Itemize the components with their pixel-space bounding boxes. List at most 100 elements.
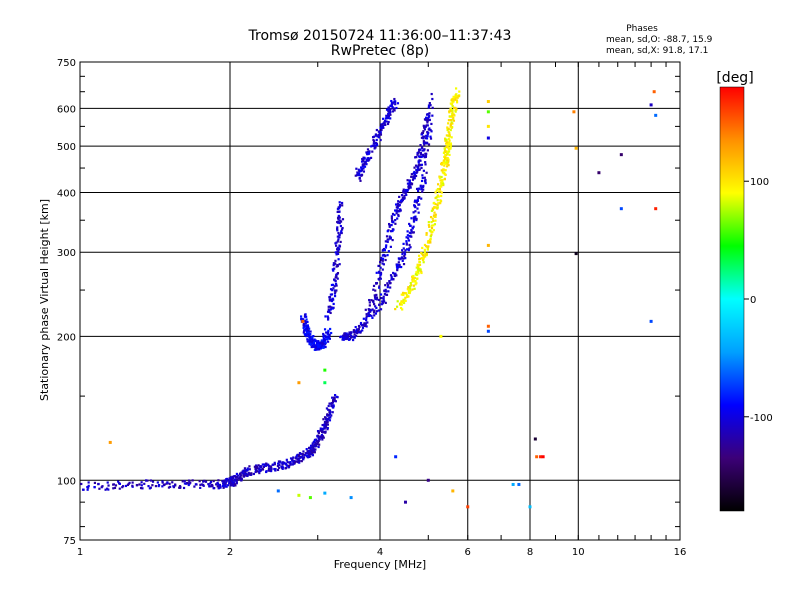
data-point xyxy=(328,337,332,340)
data-point xyxy=(310,338,314,341)
data-point xyxy=(394,103,397,106)
data-point xyxy=(406,182,410,185)
data-point xyxy=(199,486,202,489)
data-point xyxy=(359,323,363,326)
data-point xyxy=(449,142,452,145)
data-point xyxy=(326,331,329,334)
data-point xyxy=(422,154,425,158)
data-point xyxy=(436,206,439,209)
data-point xyxy=(445,141,449,144)
data-point xyxy=(401,249,404,252)
data-point xyxy=(397,200,400,203)
data-point xyxy=(366,153,369,156)
data-point xyxy=(373,296,377,299)
data-point xyxy=(307,455,311,459)
data-point xyxy=(229,478,232,482)
data-point xyxy=(371,144,374,147)
data-point xyxy=(375,310,379,313)
data-point xyxy=(259,469,262,472)
data-point xyxy=(299,456,302,459)
data-point xyxy=(408,224,412,227)
data-point xyxy=(416,263,419,267)
data-point xyxy=(451,98,455,101)
data-point xyxy=(372,284,376,287)
data-point xyxy=(337,206,340,209)
data-point xyxy=(450,115,453,118)
data-point xyxy=(418,196,421,199)
data-point xyxy=(311,449,314,453)
data-point xyxy=(265,462,268,465)
data-point xyxy=(317,340,320,343)
data-point xyxy=(149,479,153,482)
data-point xyxy=(445,134,448,137)
data-point xyxy=(379,274,382,277)
data-point xyxy=(317,445,320,449)
data-point xyxy=(426,241,430,244)
data-point xyxy=(108,440,112,444)
data-point xyxy=(293,461,296,464)
data-point xyxy=(486,100,490,104)
data-point xyxy=(408,287,412,290)
data-point xyxy=(330,414,333,417)
data-point xyxy=(446,152,449,155)
data-point xyxy=(386,254,389,257)
data-point xyxy=(331,307,334,310)
data-point xyxy=(417,155,420,158)
data-point xyxy=(450,136,453,139)
data-point xyxy=(385,114,388,117)
data-point xyxy=(387,238,390,241)
data-point xyxy=(138,483,141,486)
data-point xyxy=(421,153,425,156)
data-point xyxy=(302,453,305,456)
data-point xyxy=(373,144,376,148)
data-point xyxy=(313,338,316,341)
data-point xyxy=(338,236,341,239)
data-point xyxy=(444,169,447,172)
colorbar-tick-label: -100 xyxy=(750,413,773,424)
stats-line-o: mean, sd,O: -88.7, 15.9 xyxy=(606,35,713,45)
data-point xyxy=(370,299,373,302)
data-point xyxy=(442,159,446,162)
data-point xyxy=(421,131,424,135)
data-point xyxy=(517,482,521,486)
data-point xyxy=(228,478,231,481)
data-point xyxy=(356,331,359,335)
data-point xyxy=(365,313,368,316)
data-point xyxy=(329,293,332,296)
data-point xyxy=(302,331,305,334)
data-point xyxy=(394,209,397,212)
data-point xyxy=(375,296,379,299)
data-point xyxy=(382,247,386,251)
data-point xyxy=(319,427,322,430)
data-point xyxy=(387,120,390,124)
data-point xyxy=(338,203,342,207)
data-point xyxy=(360,160,364,163)
data-point xyxy=(169,485,172,488)
data-point xyxy=(244,470,247,474)
data-point xyxy=(412,284,415,287)
data-point xyxy=(140,484,143,487)
data-point xyxy=(401,259,404,262)
data-point xyxy=(336,227,339,231)
data-point xyxy=(422,256,426,259)
data-point xyxy=(417,211,420,214)
data-point xyxy=(439,185,442,188)
data-point xyxy=(118,482,121,485)
data-point xyxy=(222,479,225,483)
data-point xyxy=(385,120,388,123)
data-point xyxy=(232,481,235,485)
data-point xyxy=(269,465,272,468)
data-point xyxy=(354,325,357,329)
data-point xyxy=(307,335,310,338)
data-point xyxy=(313,451,316,454)
data-point xyxy=(452,95,455,98)
data-point xyxy=(329,327,332,331)
data-point xyxy=(237,477,240,480)
data-point xyxy=(423,118,427,121)
data-point xyxy=(423,155,426,158)
data-point xyxy=(312,342,315,345)
data-point xyxy=(383,292,387,296)
data-point xyxy=(392,107,395,110)
data-point xyxy=(200,483,203,486)
data-point xyxy=(365,315,368,318)
